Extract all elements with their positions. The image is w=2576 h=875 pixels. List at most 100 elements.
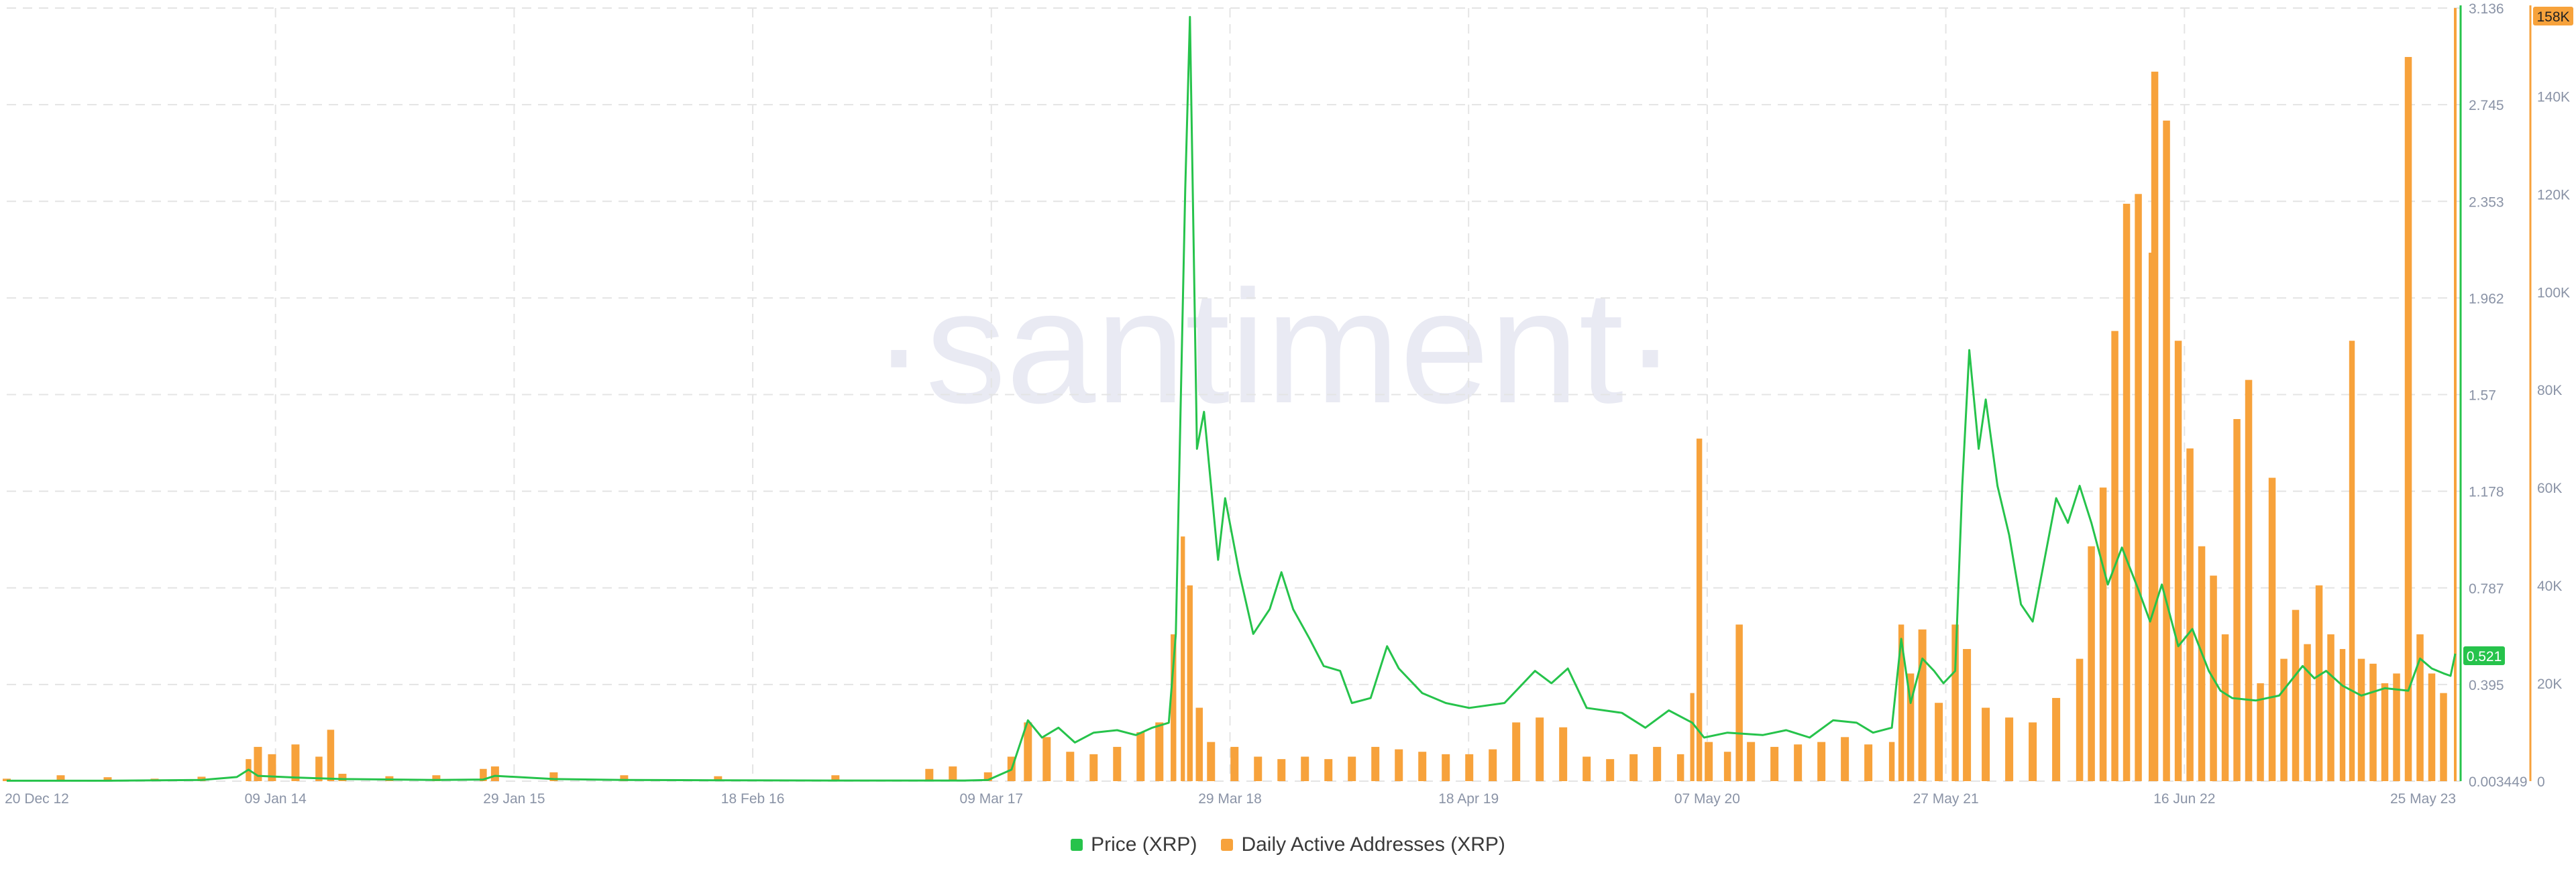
address-bar (2357, 658, 2365, 781)
addresses-tick-label: 120K (2537, 187, 2570, 202)
legend: Price (XRP) Daily Active Addresses (XRP) (0, 830, 2576, 860)
address-bar (2416, 634, 2424, 781)
address-bar (2454, 8, 2457, 781)
address-bar (2440, 693, 2447, 781)
address-bar (1181, 536, 1185, 781)
address-bar (56, 775, 65, 781)
address-bar (1690, 693, 1695, 781)
address-bar (197, 776, 206, 781)
address-bar (1042, 737, 1051, 781)
grid-lines (7, 7, 2461, 782)
address-bar (1136, 732, 1145, 781)
address-bar (291, 744, 300, 781)
address-bar (1676, 754, 1684, 781)
legend-item-price[interactable]: Price (XRP) (1071, 833, 1197, 856)
address-bar (1066, 752, 1075, 781)
price-line (7, 15, 2457, 782)
address-bar (1489, 749, 1497, 781)
address-bar (1371, 746, 1380, 781)
address-bar (2404, 56, 2412, 781)
addresses-tick-label: 60K (2537, 481, 2562, 496)
address-bar (1982, 707, 1990, 781)
address-bar (2304, 644, 2311, 781)
legend-swatch-price (1071, 839, 1083, 851)
legend-item-addresses[interactable]: Daily Active Addresses (XRP) (1221, 833, 1505, 856)
x-tick-label: 09 Jan 14 (245, 791, 307, 807)
addresses-tick-label: 80K (2537, 383, 2562, 398)
address-bar (2428, 673, 2436, 781)
address-bar (1951, 624, 1959, 781)
address-bar (1606, 759, 1615, 781)
addresses-max-badge: 158K (2536, 9, 2569, 25)
legend-label-price: Price (XRP) (1091, 833, 1197, 856)
addresses-axis-ticks: 0 20K 40K 60K 80K 100K 120K 140K (2537, 89, 2570, 790)
address-bar (1277, 759, 1286, 781)
address-bar (1898, 624, 1904, 781)
legend-label-addresses: Daily Active Addresses (XRP) (1241, 833, 1505, 856)
address-bar (2349, 341, 2355, 781)
address-bar (1864, 744, 1873, 781)
address-bar (432, 775, 441, 781)
address-bar (268, 754, 276, 781)
address-bar (2186, 448, 2194, 781)
price-tick-label: 1.962 (2469, 291, 2504, 306)
address-bar (1171, 634, 1177, 781)
price-tick-label: 1.178 (2469, 485, 2504, 500)
address-bar (1935, 703, 1943, 781)
address-bar (2393, 673, 2400, 781)
address-bar (1113, 746, 1122, 781)
address-bar (103, 777, 112, 781)
price-tick-label: 1.57 (2469, 388, 2496, 404)
addresses-tick-label: 140K (2537, 89, 2570, 105)
address-bar (1395, 749, 1403, 781)
x-axis-ticks: 20 Dec 12 09 Jan 14 29 Jan 15 18 Feb 16 09 M… (5, 791, 2456, 807)
address-bar (1024, 722, 1032, 781)
price-tick-label: 2.745 (2469, 98, 2504, 113)
address-bar (1723, 752, 1731, 781)
address-bar (2257, 683, 2264, 781)
x-tick-label: 29 Mar 18 (1198, 791, 1262, 807)
address-bar (1187, 585, 1193, 781)
address-bar (490, 766, 499, 781)
address-bar (338, 774, 347, 781)
price-axis-ticks: 0.003449 0.395 0.787 1.178 1.57 1.962 2.353 2.7… (2469, 1, 2528, 790)
address-bar (2135, 194, 2142, 781)
address-bar (2123, 203, 2131, 781)
address-bar (1465, 754, 1474, 781)
address-bar (2268, 477, 2276, 781)
price-tick-label: 0.395 (2469, 678, 2504, 693)
address-bar (2198, 546, 2206, 781)
address-bar (2148, 252, 2152, 781)
address-bar (1888, 742, 1895, 781)
address-bar (714, 776, 722, 781)
address-bar (620, 775, 629, 781)
address-bar (1841, 737, 1849, 781)
address-bar (315, 756, 323, 781)
price-tick-label: 0.003449 (2469, 774, 2528, 790)
address-bar (327, 730, 335, 781)
watermark-text: ·santiment· (872, 257, 1677, 436)
x-tick-label: 18 Apr 19 (1438, 791, 1499, 807)
x-tick-label: 25 May 23 (2390, 791, 2456, 807)
address-bar (2076, 658, 2084, 781)
address-bar (2292, 609, 2300, 781)
address-bar (1324, 759, 1333, 781)
address-bar (1089, 754, 1098, 781)
price-tick-label: 3.136 (2469, 1, 2504, 17)
address-bar (1696, 439, 1703, 781)
address-bar (1582, 756, 1591, 781)
x-tick-label: 20 Dec 12 (5, 791, 69, 807)
address-bar (1705, 742, 1713, 781)
price-current-badge: 0.521 (2467, 649, 2502, 664)
addresses-tick-label: 40K (2537, 579, 2562, 594)
address-bar (2029, 722, 2037, 781)
address-bar (1794, 744, 1803, 781)
address-bar (2369, 663, 2377, 781)
address-bar (1918, 629, 1927, 781)
address-bar (1907, 673, 1915, 781)
address-bar (2151, 71, 2159, 782)
address-bar (1559, 727, 1568, 781)
address-bar (2052, 697, 2061, 781)
address-bar (1418, 752, 1427, 781)
